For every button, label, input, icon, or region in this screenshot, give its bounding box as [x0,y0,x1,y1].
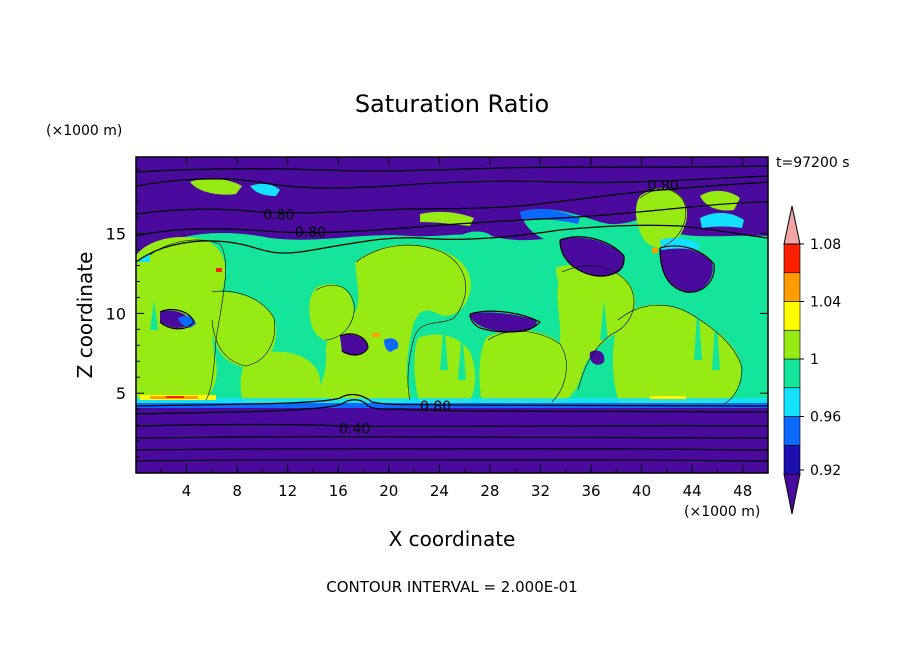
x-tick-label: 4 [182,482,192,500]
colorbar-over-triangle [783,205,801,245]
y-tick-label: 15 [106,225,126,244]
contour-label: 0.80 [263,207,294,223]
y-tick-label: 5 [116,384,126,403]
colorbar-segment [783,272,801,302]
y-axis-label: Z coordinate [73,252,97,379]
y-axis: 5 10 15 [106,169,768,458]
colorbar-segment [783,301,801,331]
contour-lines-fine [149,189,743,405]
colorbar: 1.08 1.04 1 0.96 0.92 [783,205,841,515]
colorbar-segment [783,416,801,446]
colorbar-label: 1 [810,352,819,368]
colorbar-label: 0.96 [810,410,841,426]
contour-labels: 0.800.800.800.800.40 [263,179,678,438]
colorbar-segment [783,329,801,360]
colorbar-under-triangle [783,473,801,515]
colorbar-segment [783,387,801,417]
x-tick-label: 44 [683,482,702,500]
colorbar-segment [783,243,801,274]
x-tick-label: 24 [430,482,449,500]
x-tick-label: 20 [379,482,398,500]
x-tick-label: 36 [581,482,600,500]
colorbar-label: 1.08 [810,237,841,253]
x-tick-label: 8 [232,482,242,500]
colorbar-label: 0.92 [810,463,841,479]
contour-label: 0.80 [648,179,679,195]
x-tick-label: 32 [531,482,550,500]
y-unit-label: (×1000 m) [46,123,122,139]
x-tick-label: 28 [480,482,499,500]
x-tick-label: 12 [278,482,297,500]
contour-label: 0.80 [420,399,451,415]
contour-interval-footer: CONTOUR INTERVAL = 2.000E-01 [326,578,577,596]
contour-label: 0.40 [339,421,370,437]
contour-lines [136,165,768,462]
x-tick-label: 40 [632,482,651,500]
x-tick-label: 16 [329,482,348,500]
colorbar-segment [783,358,801,389]
contour-label: 0.80 [295,225,326,241]
chart-title: Saturation Ratio [355,90,549,118]
x-unit-label: (×1000 m) [684,504,760,520]
x-axis: 4 8 12 16 20 24 28 32 36 40 44 48 [160,157,752,500]
x-tick-label: 48 [733,482,752,500]
colorbar-label: 1.04 [810,295,841,311]
x-axis-label: X coordinate [389,527,516,551]
time-label: t=97200 s [776,155,850,171]
y-tick-label: 10 [106,304,126,323]
plot-frame [135,156,769,474]
colorbar-segment [783,444,801,475]
